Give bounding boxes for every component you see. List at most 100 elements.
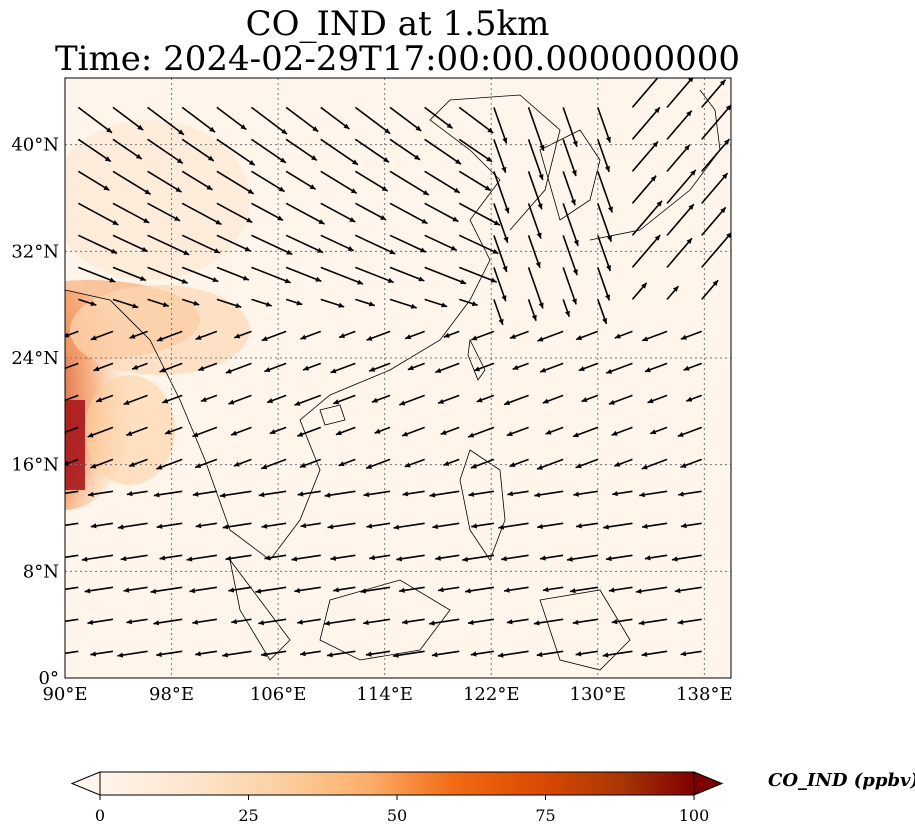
wind-arrow-head bbox=[438, 587, 444, 593]
wind-arrow-head bbox=[366, 463, 373, 469]
lat-tick-label: 16°N bbox=[11, 455, 59, 476]
wind-arrow-head bbox=[366, 523, 373, 529]
wind-arrow bbox=[181, 266, 219, 283]
wind-arrow bbox=[320, 170, 358, 194]
wind-arrow bbox=[65, 362, 79, 370]
wind-arrow-head bbox=[502, 137, 508, 144]
wind-arrow bbox=[424, 106, 454, 130]
wind-arrow-head bbox=[175, 186, 182, 193]
wind-arrow-head bbox=[109, 277, 116, 283]
wind-arrow-head bbox=[503, 236, 509, 243]
wind-arrow-head bbox=[246, 217, 253, 223]
wind-arrow bbox=[78, 266, 116, 283]
wind-arrow-head bbox=[192, 491, 199, 497]
wind-arrow-head bbox=[264, 367, 271, 373]
wind-arrow bbox=[631, 175, 657, 204]
wind-arrow-head bbox=[644, 367, 651, 373]
wind-arrow-head bbox=[414, 154, 421, 160]
wind-arrow-head bbox=[726, 232, 731, 239]
wind-arrow-head bbox=[162, 398, 169, 404]
wind-arrow-head bbox=[225, 555, 232, 562]
wind-arrow-head bbox=[81, 556, 88, 562]
wind-arrow bbox=[216, 138, 256, 166]
wind-arrow-head bbox=[504, 587, 510, 593]
wind-arrow-head bbox=[90, 463, 97, 469]
wind-arrow-head bbox=[258, 620, 264, 626]
wind-arrow-head bbox=[512, 364, 519, 370]
wind-arrow bbox=[631, 140, 659, 172]
wind-arrow bbox=[285, 234, 324, 254]
wind-arrow-head bbox=[573, 491, 580, 497]
colorbar-ticks: 0 25 50 75 100 bbox=[95, 795, 709, 825]
wind-arrow-head bbox=[680, 651, 687, 657]
wind-arrow-head bbox=[652, 141, 658, 148]
wind-arrow-head bbox=[571, 169, 577, 176]
wind-arrow-head bbox=[567, 556, 573, 562]
wind-arrow-head bbox=[366, 335, 373, 341]
wind-arrow-head bbox=[65, 460, 69, 466]
wind-arrow-head bbox=[538, 174, 544, 181]
wind-arrow-head bbox=[545, 429, 552, 435]
wind-arrow-head bbox=[51, 652, 57, 657]
wind-arrow-head bbox=[132, 364, 139, 370]
wind-arrow-head bbox=[222, 524, 229, 530]
wind-arrow-head bbox=[539, 144, 545, 151]
wind-arrow-head bbox=[684, 144, 690, 151]
wind-arrow-head bbox=[143, 217, 150, 223]
wind-arrow bbox=[355, 234, 396, 255]
wind-arrow-head bbox=[343, 123, 350, 129]
wind-arrow-head bbox=[213, 248, 220, 254]
lon-tick-label: 114°E bbox=[356, 684, 413, 705]
new-guinea-coast bbox=[539, 589, 631, 671]
wind-arrow bbox=[597, 107, 611, 143]
wind-arrow-head bbox=[719, 79, 726, 86]
hainan-coast bbox=[319, 404, 346, 426]
wind-arrow-head bbox=[581, 397, 588, 403]
wind-arrow-head bbox=[387, 278, 394, 283]
wind-arrow bbox=[65, 650, 79, 655]
wind-arrow-head bbox=[476, 397, 483, 403]
wind-arrow-head bbox=[360, 588, 366, 594]
wind-arrow-head bbox=[126, 619, 133, 625]
wind-arrow-head bbox=[261, 464, 268, 470]
wind-arrow bbox=[562, 235, 578, 276]
wind-arrow-head bbox=[498, 318, 504, 325]
wind-arrow-head bbox=[209, 126, 216, 133]
wind-arrow bbox=[354, 106, 391, 135]
wind-arrow-head bbox=[162, 302, 169, 307]
wind-arrow bbox=[527, 235, 541, 269]
wind-arrow-head bbox=[49, 492, 55, 497]
wind-arrow-head bbox=[297, 431, 304, 437]
wind-arrow-head bbox=[537, 203, 543, 210]
wind-arrow-head bbox=[435, 367, 442, 373]
taiwan-coast bbox=[467, 338, 486, 381]
wind-arrow-head bbox=[269, 429, 276, 435]
wind-arrow-head bbox=[231, 430, 238, 436]
wind-arrow-head bbox=[206, 184, 213, 190]
wind-arrow-head bbox=[418, 276, 425, 282]
wind-arrow-head bbox=[506, 619, 513, 625]
wind-arrow-head bbox=[572, 432, 579, 438]
lat-tick-label: 40°N bbox=[11, 135, 59, 156]
wind-arrow bbox=[216, 234, 252, 252]
wind-arrow-head bbox=[641, 464, 648, 470]
wind-arrow-head bbox=[240, 124, 247, 130]
wind-arrow bbox=[562, 171, 576, 206]
korea-coast bbox=[539, 129, 601, 221]
wind-arrow-head bbox=[538, 302, 544, 309]
wind-arrow-head bbox=[347, 246, 354, 251]
wind-arrow-head bbox=[286, 249, 293, 255]
wind-arrow bbox=[320, 266, 364, 285]
wind-arrow bbox=[527, 139, 544, 181]
colorbar-tick-label: 25 bbox=[238, 806, 258, 825]
wind-arrow-head bbox=[399, 587, 405, 593]
wind-arrow-head bbox=[680, 334, 687, 340]
wind-arrow-head bbox=[330, 555, 337, 561]
wind-arrow-head bbox=[410, 303, 417, 309]
co-plume-myanmar bbox=[85, 375, 175, 485]
wind-arrow-head bbox=[219, 492, 226, 498]
wind-arrow-head bbox=[602, 317, 608, 324]
wind-arrow-head bbox=[507, 491, 514, 497]
longitude-axis: 90°E 98°E 106°E 114°E 122°E 130°E 138°E bbox=[42, 684, 732, 705]
wind-arrow bbox=[147, 170, 182, 193]
